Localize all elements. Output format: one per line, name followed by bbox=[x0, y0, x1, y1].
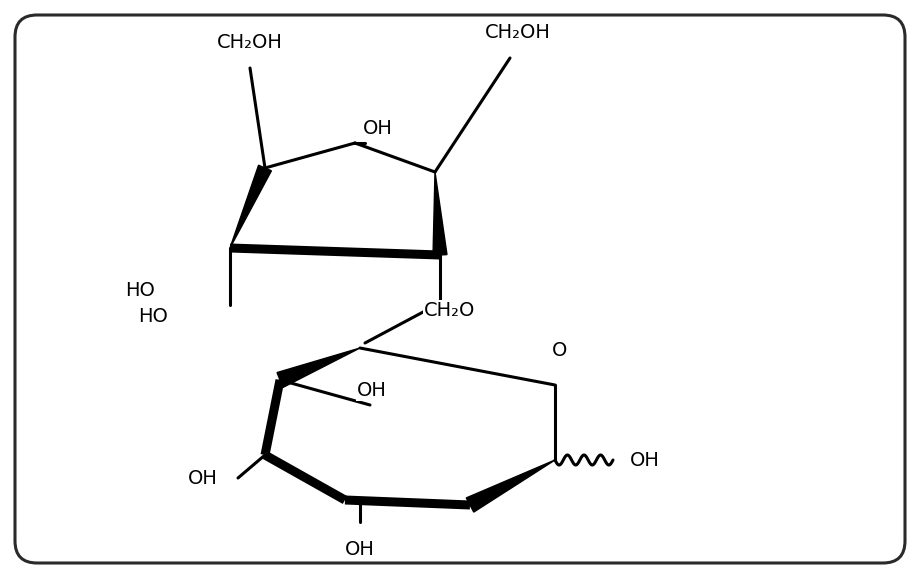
FancyBboxPatch shape bbox=[15, 15, 904, 563]
Polygon shape bbox=[277, 348, 359, 387]
Text: OH: OH bbox=[357, 381, 387, 401]
Text: CH₂OH: CH₂OH bbox=[484, 23, 550, 42]
Text: HO: HO bbox=[125, 280, 154, 299]
Text: OH: OH bbox=[363, 118, 392, 138]
Text: OH: OH bbox=[187, 469, 218, 487]
Text: OH: OH bbox=[345, 540, 375, 559]
Text: CH₂OH: CH₂OH bbox=[217, 33, 283, 52]
Polygon shape bbox=[230, 165, 271, 248]
Text: CH₂O: CH₂O bbox=[424, 301, 475, 320]
Polygon shape bbox=[466, 460, 554, 512]
Text: OH: OH bbox=[630, 450, 659, 469]
Text: HO: HO bbox=[138, 306, 168, 325]
Polygon shape bbox=[433, 172, 447, 255]
Text: O: O bbox=[551, 340, 567, 360]
